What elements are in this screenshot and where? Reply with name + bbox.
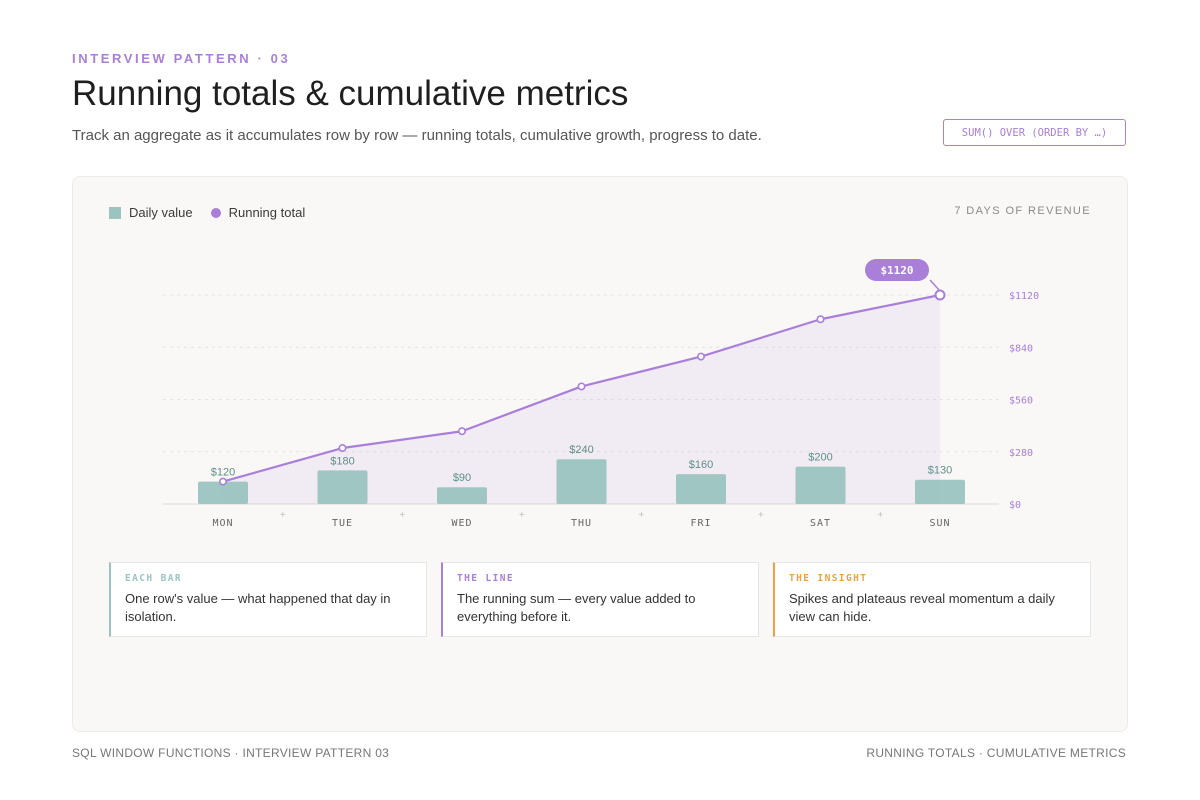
bar-data-label: $120 [211, 467, 235, 479]
callout-pill [865, 259, 929, 281]
bar [198, 481, 248, 504]
footer-right: RUNNING TOTALS · CUMULATIVE METRICS [866, 746, 1126, 760]
bar-data-label: $180 [330, 455, 354, 467]
running-total-area [223, 295, 940, 504]
bar [437, 487, 487, 504]
separator-mark: + [399, 510, 405, 521]
card-label: EACH BAR [125, 573, 182, 584]
running-total-point [338, 444, 347, 453]
bar-data-label: $90 [453, 472, 471, 484]
y-tick-label: $280 [1009, 448, 1033, 459]
separator-mark: + [519, 510, 525, 521]
y-tick-label: $560 [1009, 396, 1033, 407]
card-the-line: THE LINE The running sum — every value a… [441, 562, 759, 637]
separator-mark: + [758, 510, 764, 521]
card-label: THE INSIGHT [789, 573, 868, 584]
x-tick-label: TUE [332, 518, 353, 529]
x-tick-label: THU [571, 518, 592, 529]
bar [795, 466, 846, 504]
y-tick-label: $840 [1009, 343, 1033, 354]
legend-swatch-dot [210, 207, 221, 218]
card-text: One row's value — what happened that day… [125, 591, 391, 624]
legend-item-running: Running total [210, 205, 306, 220]
chart-panel: Daily value Running total 7 DAYS OF REVE… [72, 176, 1128, 732]
footer-left: SQL WINDOW FUNCTIONS · INTERVIEW PATTERN… [72, 746, 390, 760]
card-each-bar: EACH BAR One row's value — what happened… [109, 562, 427, 637]
running-total-point [219, 477, 228, 486]
x-tick-label: SAT [810, 518, 831, 529]
bar [676, 474, 726, 504]
card-text: The running sum — every value added to e… [457, 591, 696, 624]
explainer-cards: EACH BAR One row's value — what happened… [109, 562, 1091, 637]
bar [915, 479, 965, 504]
sql-chip: SUM() OVER (ORDER BY …) [943, 119, 1126, 146]
page-subtitle: Track an aggregate as it accumulates row… [72, 127, 762, 144]
x-tick-label: WED [451, 518, 472, 529]
callout-label: $1120 [880, 264, 913, 277]
legend-swatch-bar [109, 206, 121, 219]
bar-data-label: $240 [569, 444, 593, 456]
running-total-point [934, 289, 946, 301]
y-tick-label: $1120 [1009, 291, 1039, 302]
separator-mark: + [638, 510, 644, 521]
separator-mark: + [280, 510, 286, 521]
bar-data-label: $130 [928, 465, 952, 477]
bar [556, 459, 607, 504]
callout-leader [929, 279, 941, 292]
eyebrow: INTERVIEW PATTERN · 03 [72, 51, 291, 66]
x-tick-label: FRI [690, 518, 711, 529]
legend-label-daily: Daily value [129, 205, 193, 220]
chart-meta: 7 DAYS OF REVENUE [954, 205, 1091, 217]
card-label: THE LINE [457, 573, 514, 584]
bar [317, 470, 368, 504]
x-tick-label: MON [212, 518, 233, 529]
chart-svg: $0 $280 $560 $840 $1120 + + + + + + $120 MON $180 TUE $… [163, 259, 1039, 529]
running-total-point [816, 315, 825, 324]
separator-mark: + [877, 510, 883, 521]
bar-data-label: $200 [808, 452, 832, 464]
card-the-insight: THE INSIGHT Spikes and plateaus reveal m… [773, 562, 1091, 637]
card-text: Spikes and plateaus reveal momentum a da… [789, 591, 1055, 624]
running-total-point [696, 352, 705, 361]
legend-label-running: Running total [228, 205, 306, 220]
page-title: Running totals & cumulative metrics [72, 74, 629, 113]
y-tick-label: $0 [1009, 500, 1021, 511]
x-tick-label: SUN [929, 518, 950, 529]
running-total-point [577, 382, 586, 391]
chart-legend: Daily value Running total [109, 205, 323, 220]
running-total-point [457, 427, 466, 436]
legend-item-daily: Daily value [109, 205, 193, 220]
bar-data-label: $160 [689, 459, 713, 471]
